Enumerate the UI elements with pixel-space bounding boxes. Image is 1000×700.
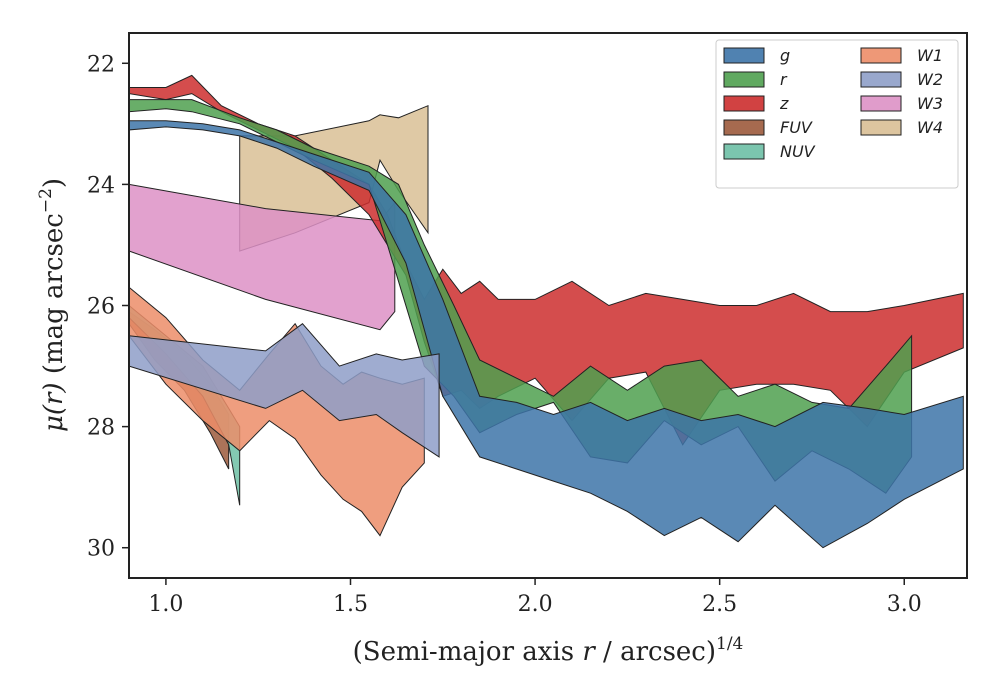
x-tick-label: 1.5: [333, 592, 368, 617]
legend: grz FUV NUV W1 W2 W3 W4: [715, 39, 959, 189]
legend-swatch-w3: [860, 95, 902, 112]
legend-label-r: r: [780, 70, 788, 89]
y-tick-label: 22: [87, 52, 115, 77]
legend-swatch-z: [723, 95, 765, 112]
band-w2: [128, 323, 440, 458]
series-bands: [128, 74, 964, 549]
legend-swatch-w1: [860, 47, 902, 64]
legend-label-w3: W3: [917, 94, 943, 113]
legend-label-w1: W1: [917, 46, 943, 65]
y-tick-label: 24: [87, 173, 115, 198]
legend-label-w4: W4: [917, 118, 943, 137]
y-tick-label: 26: [87, 295, 115, 320]
legend-label-z: z: [779, 94, 789, 113]
legend-swatch-nuv: [723, 143, 765, 160]
legend-label-nuv: NUV: [780, 142, 816, 161]
legend-swatch-g: [723, 47, 765, 64]
x-tick-label: 3.0: [887, 592, 922, 617]
x-tick-label: 2.5: [702, 592, 737, 617]
legend-label-w2: W2: [917, 70, 943, 89]
y-tick-label: 30: [87, 537, 115, 562]
band-w3: [128, 183, 396, 331]
x-tick-label: 2.0: [518, 592, 553, 617]
x-axis-label: (Semi-major axis r / arcsec)1/4: [353, 634, 744, 667]
band-g: [128, 120, 964, 549]
legend-swatch-fuv: [723, 119, 765, 136]
x-tick-label: 1.0: [148, 592, 183, 617]
legend-swatch-r: [723, 71, 765, 88]
legend-label-g: g: [780, 46, 790, 65]
y-tick-label: 28: [87, 416, 115, 441]
y-axis: 22 24 26 28 30: [87, 52, 129, 562]
legend-swatch-w4: [860, 119, 902, 136]
x-axis: 1.0 1.5 2.0 2.5 3.0: [148, 578, 922, 617]
legend-swatch-w2: [860, 71, 902, 88]
y-axis-label: μ(r) (mag arcsec−2): [36, 178, 69, 432]
legend-label-fuv: FUV: [780, 118, 813, 137]
